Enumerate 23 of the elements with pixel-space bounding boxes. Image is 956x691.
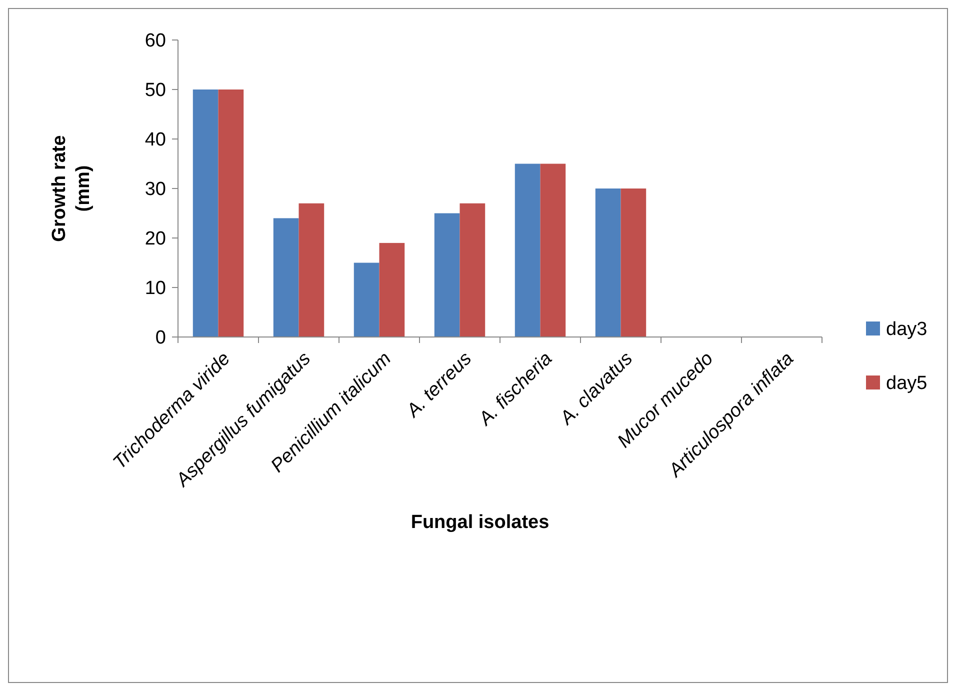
bar [540, 164, 566, 337]
y-tick-label: 60 [144, 30, 166, 52]
bar [354, 262, 380, 337]
bar [620, 188, 646, 337]
bar [273, 218, 299, 337]
bar [298, 203, 324, 337]
bar [192, 90, 218, 337]
y-tick-label: 50 [144, 80, 166, 102]
bar [514, 164, 540, 337]
y-tick-label: 10 [144, 278, 166, 300]
y-tick-label: 20 [144, 228, 166, 250]
bar [379, 242, 405, 337]
y-tick-label: 40 [144, 130, 166, 151]
bar [460, 203, 486, 337]
bar [434, 213, 460, 337]
y-tick-label: 30 [144, 179, 166, 200]
y-tick-label: 0 [155, 328, 166, 349]
legend-label: day3 [886, 319, 928, 340]
bar [218, 90, 244, 337]
x-axis-title: Fungal isolates [410, 512, 550, 533]
y-axis-title: Growth rate (mm) [49, 135, 94, 242]
legend-label: day5 [886, 373, 928, 394]
bar [595, 188, 621, 337]
